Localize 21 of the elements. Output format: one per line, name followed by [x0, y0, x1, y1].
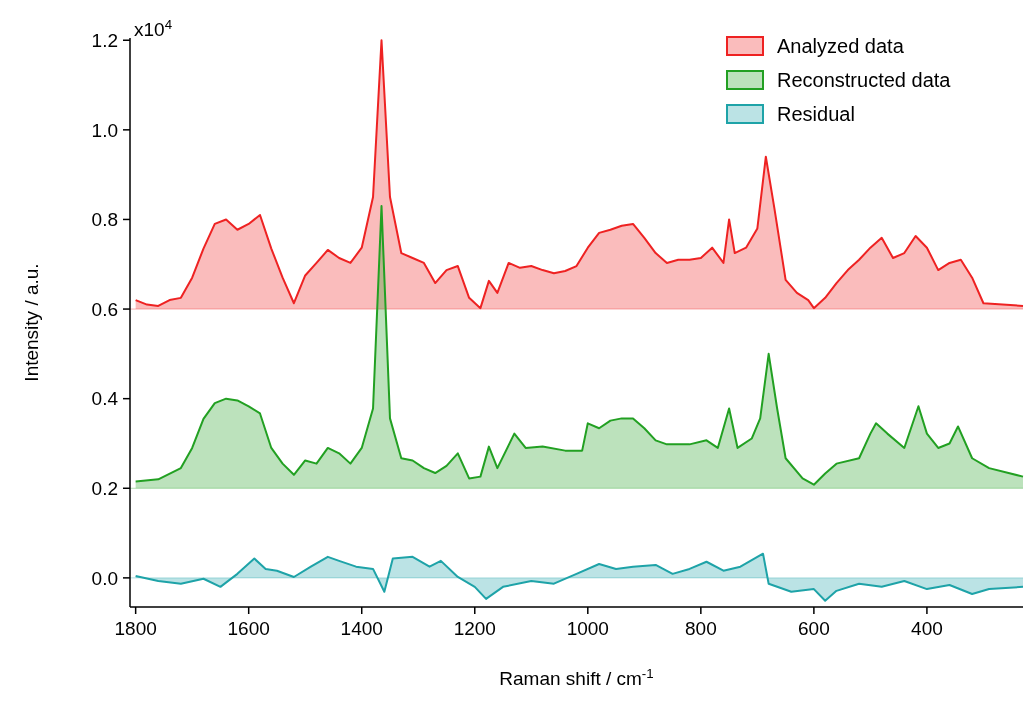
x-tick-label: 1200 — [453, 618, 496, 639]
y-tick-label: 1.0 — [91, 119, 118, 141]
x-tick-label: 600 — [798, 618, 830, 639]
x-tick-label: 1400 — [340, 618, 383, 639]
legend-label: Analyzed data — [777, 35, 905, 57]
y-tick-label: 0.0 — [91, 567, 118, 589]
annotation: x10$^{4}$ — [134, 16, 173, 41]
y-tick-label: 0.4 — [91, 388, 119, 410]
y-axis-title: Intensity / a.u. — [21, 263, 42, 382]
legend-label: Reconstructed data — [777, 69, 952, 91]
x-tick-label: 800 — [684, 618, 717, 639]
legend-label: Residual — [777, 103, 855, 125]
y-tick-label: 1.2 — [91, 29, 118, 51]
y-tick-label: 0.2 — [91, 477, 118, 499]
y-tick-label: 0.8 — [91, 209, 118, 231]
x-axis-title: Raman shift / cm$^{-1}$ — [499, 665, 654, 689]
x-tick-label: 1800 — [114, 618, 157, 639]
x-tick-label: 1000 — [566, 618, 609, 639]
x-tick-label: 1600 — [227, 618, 270, 639]
y-tick-label: 0.6 — [91, 298, 118, 320]
x-tick-label: 400 — [911, 618, 943, 639]
